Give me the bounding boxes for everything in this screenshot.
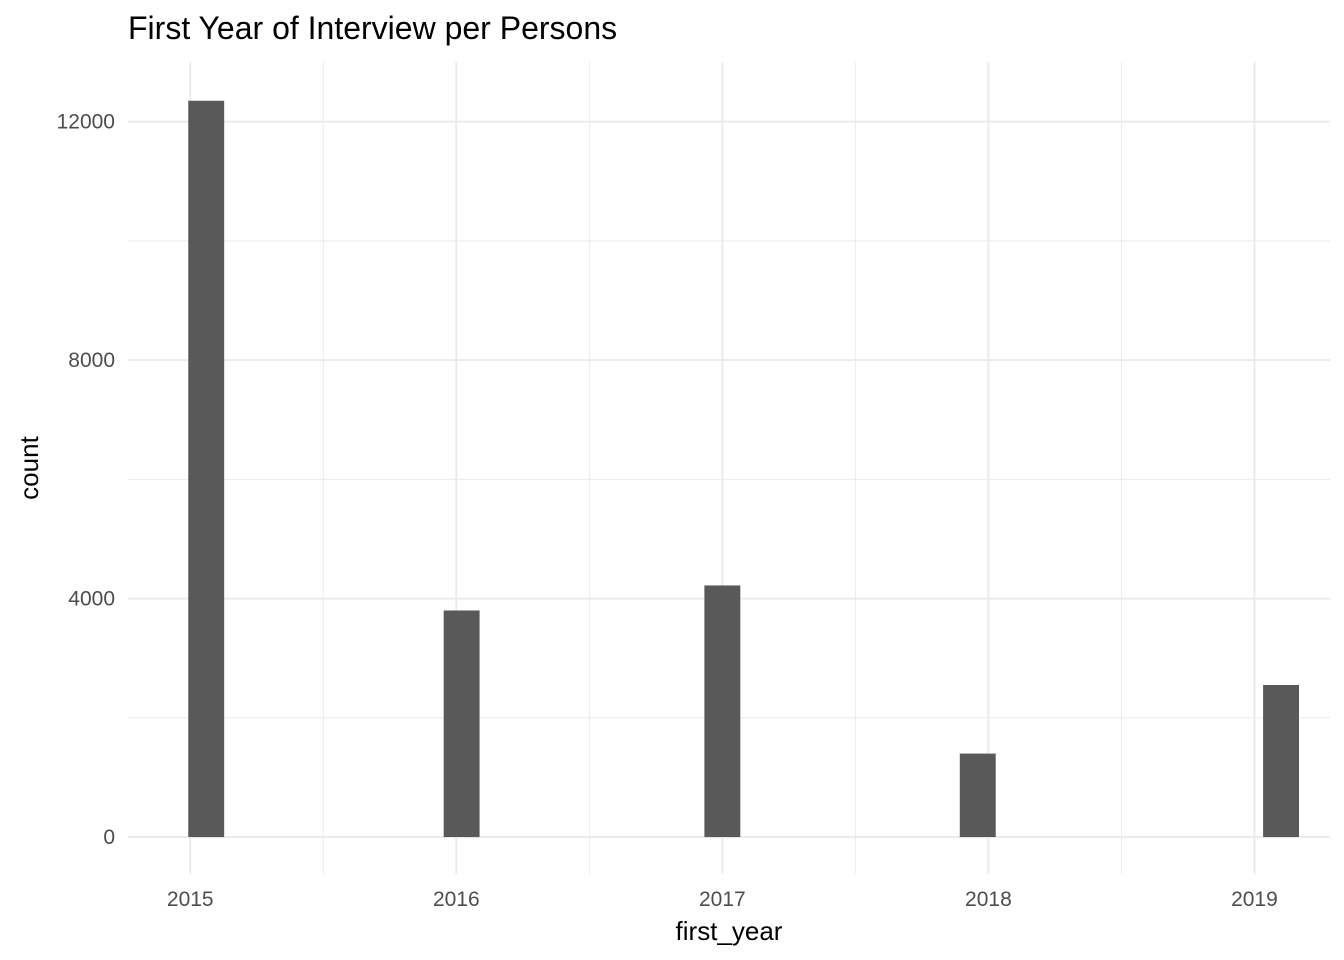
x-tick-label: 2018 [965,888,1012,911]
y-tick-label: 4000 [68,588,115,611]
x-axis-title: first_year [676,916,783,946]
y-tick-label: 8000 [68,349,115,372]
chart-title: First Year of Interview per Persons [128,10,618,46]
bar-2018 [959,753,996,838]
y-axis-title: count [14,435,44,499]
x-tick-label: 2016 [433,888,480,911]
x-axis-tick-labels: 2015 2016 2017 2018 2019 [167,888,1278,911]
minor-gridlines [128,62,1330,874]
y-tick-label: 0 [103,826,115,849]
y-axis-tick-labels: 0 4000 8000 12000 [57,111,115,849]
bar-2017 [704,585,741,838]
x-tick-label: 2015 [167,888,214,911]
x-tick-label: 2017 [699,888,746,911]
y-tick-label: 12000 [57,111,115,134]
bars [188,100,1300,838]
bar-2016 [443,610,480,838]
x-tick-label: 2019 [1231,888,1278,911]
bar-2019 [1263,685,1300,838]
bar-2015 [188,100,225,838]
